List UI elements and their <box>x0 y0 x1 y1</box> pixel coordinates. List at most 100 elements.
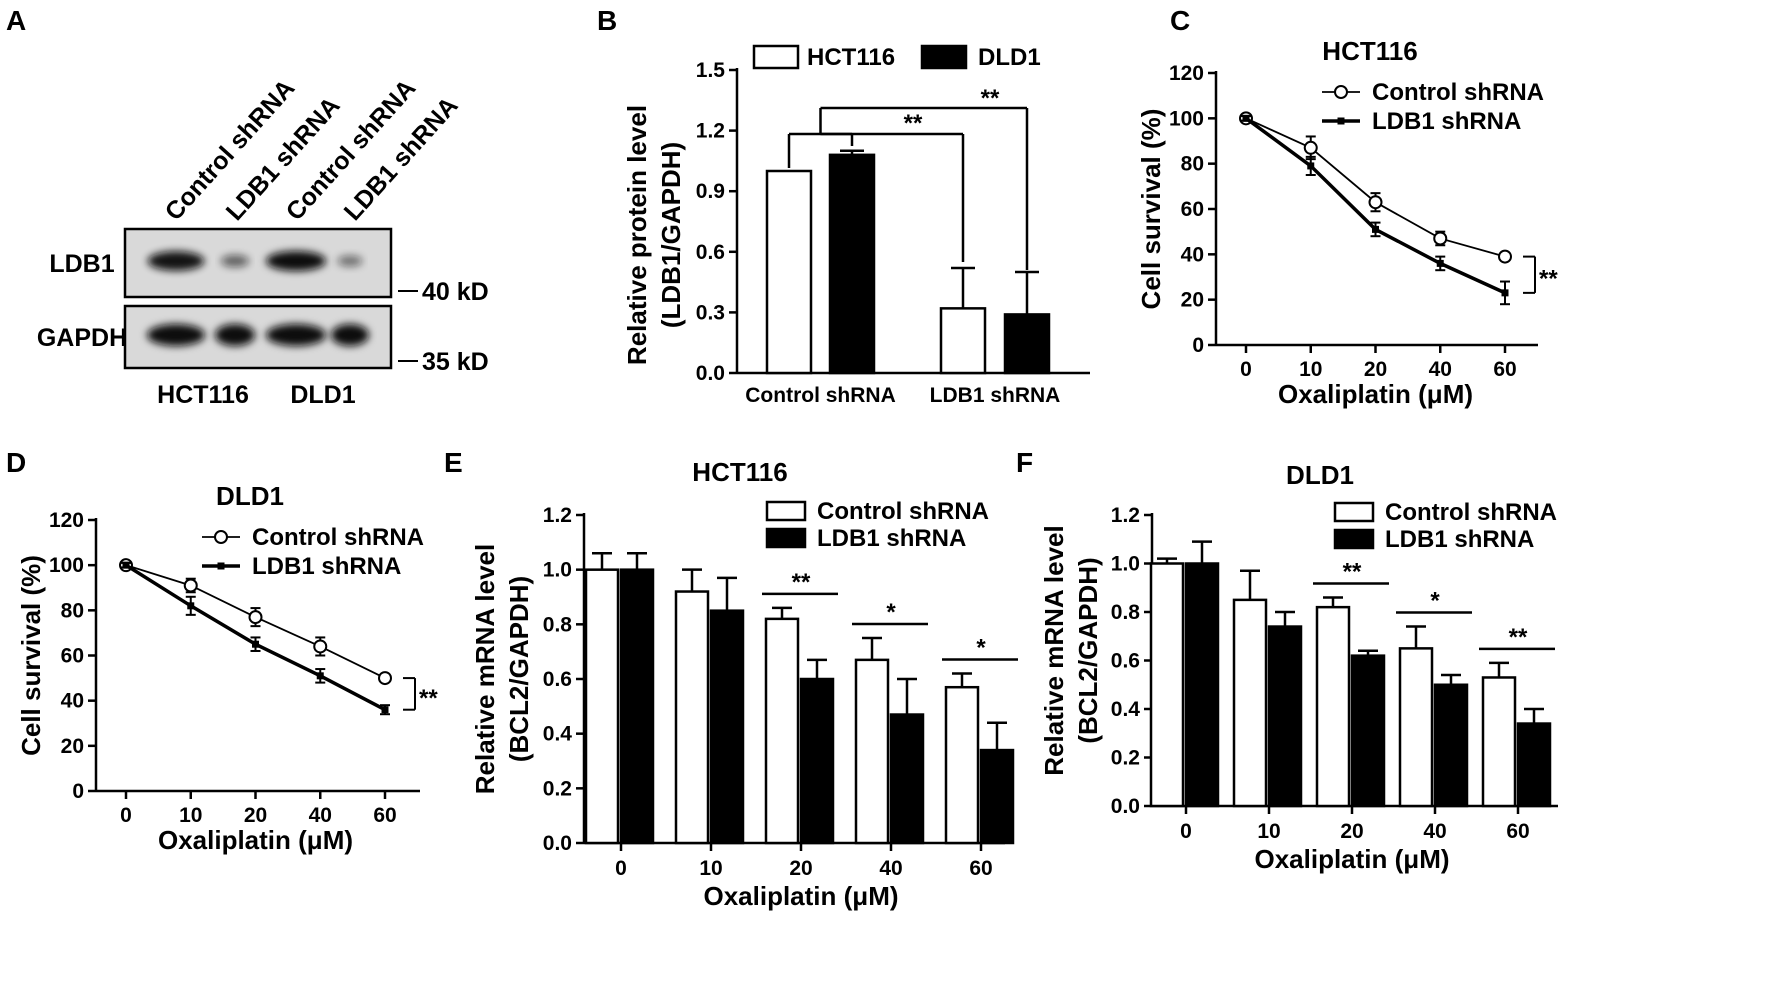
x-tick-label: 20 <box>789 857 812 880</box>
x-tick-label: 20 <box>1340 820 1363 843</box>
x-tick-label: 60 <box>969 857 992 880</box>
data-point <box>1436 259 1444 267</box>
blot-band <box>215 324 255 346</box>
blot-band <box>337 255 363 267</box>
legend-marker <box>1337 117 1345 125</box>
legend-label: Control shRNA <box>252 524 424 551</box>
legend-swatch <box>752 44 800 70</box>
panel-letter-c: C <box>1170 5 1190 36</box>
panel-f-bar-chart: F 0.0 0.2 0.4 0.6 0.8 1.0 1.2 Relative mRNA leve… <box>1016 447 1558 874</box>
data-point <box>1501 289 1509 297</box>
y-axis-title: (BCL2/GAPDH) <box>1073 557 1103 743</box>
panel-letter-e: E <box>444 447 463 478</box>
y-tick-label: 0.4 <box>543 723 573 746</box>
x-tick-label: 0 <box>615 857 627 880</box>
bar <box>1516 722 1552 808</box>
bar <box>674 590 710 845</box>
bar <box>854 658 890 845</box>
x-category-label: LDB1 shRNA <box>930 384 1061 407</box>
legend-label: LDB1 shRNA <box>817 525 966 552</box>
data-point <box>1307 162 1315 170</box>
data-point <box>252 640 259 648</box>
y-tick-label: 0.8 <box>1111 601 1141 624</box>
x-category-label: Control shRNA <box>745 384 896 407</box>
blot-band <box>147 324 205 346</box>
significance-label: ** <box>904 110 923 137</box>
blot-row-label: GAPDH <box>37 324 127 352</box>
bar <box>584 568 620 845</box>
data-point <box>378 671 392 686</box>
y-tick-label: 120 <box>1169 62 1204 85</box>
y-tick-label: 100 <box>1169 107 1204 130</box>
panel-letter-f: F <box>1016 447 1033 478</box>
y-tick-label: 1.0 <box>1111 553 1140 576</box>
bar <box>764 617 800 845</box>
significance-label: * <box>976 635 986 662</box>
y-tick-label: 1.2 <box>696 120 725 143</box>
legend-label: LDB1 shRNA <box>1385 526 1534 553</box>
legend-label: LDB1 shRNA <box>252 553 401 580</box>
bar <box>1350 654 1386 808</box>
group-label: DLD1 <box>290 381 355 409</box>
bar <box>1267 625 1303 808</box>
data-point <box>122 561 130 569</box>
blot-band <box>147 251 205 271</box>
y-tick-label: 1.2 <box>1111 504 1140 527</box>
significance-label: ** <box>1343 558 1362 585</box>
marker-label: 40 kD <box>422 278 489 306</box>
x-tick-label: 0 <box>120 804 132 827</box>
x-tick-label: 40 <box>309 804 332 827</box>
bar <box>1433 683 1469 808</box>
bar <box>979 748 1015 845</box>
panel-letter-b: B <box>597 5 617 36</box>
bar <box>1003 313 1051 375</box>
x-tick-label: 40 <box>879 857 902 880</box>
chart-title: DLD1 <box>1286 460 1354 490</box>
y-tick-label: 40 <box>1181 243 1204 266</box>
y-tick-label: 0.4 <box>1111 698 1141 721</box>
significance-label: ** <box>1539 266 1558 293</box>
x-tick-label: 0 <box>1240 358 1252 381</box>
x-tick-label: 20 <box>1364 358 1387 381</box>
bar <box>799 677 835 845</box>
x-axis-title: Oxaliplatin (μM) <box>1278 379 1473 409</box>
y-tick-label: 80 <box>1181 153 1204 176</box>
bar <box>1184 562 1220 808</box>
bar <box>1315 605 1351 808</box>
y-tick-label: 0.3 <box>696 301 725 324</box>
x-tick-label: 10 <box>179 804 202 827</box>
legend-marker <box>217 562 225 570</box>
bar <box>709 609 745 845</box>
y-tick-label: 40 <box>61 690 84 713</box>
panel-d-line-chart: D 0 20 40 60 80 100 120 0 10 20 40 60 Cell survival (… <box>6 447 438 855</box>
x-axis-title: Oxaliplatin (μM) <box>1254 844 1449 874</box>
y-tick-label: 0.2 <box>543 777 572 800</box>
data-point <box>1433 231 1448 246</box>
y-tick-label: 0 <box>72 780 84 803</box>
data-point <box>316 672 324 680</box>
y-tick-label: 0.9 <box>696 180 725 203</box>
x-tick-label: 10 <box>699 857 722 880</box>
y-tick-label: 60 <box>61 645 84 668</box>
y-tick-label: 0 <box>1192 334 1204 357</box>
panel-letter-a: A <box>6 5 26 36</box>
y-tick-label: 20 <box>1181 289 1204 312</box>
y-tick-label: 1.5 <box>696 59 726 82</box>
x-tick-label: 20 <box>244 804 267 827</box>
legend-swatch <box>765 527 807 549</box>
x-tick-label: 60 <box>1506 820 1529 843</box>
data-point <box>1242 114 1250 122</box>
legend-label: LDB1 shRNA <box>1372 108 1521 135</box>
y-tick-label: 0.0 <box>696 362 725 385</box>
data-point <box>1498 249 1512 264</box>
y-tick-label: 1.0 <box>543 559 572 582</box>
bar <box>1481 676 1517 808</box>
blot-band <box>331 324 369 346</box>
x-tick-label: 10 <box>1299 358 1322 381</box>
blot-band <box>266 251 326 271</box>
x-tick-label: 10 <box>1257 820 1280 843</box>
y-tick-label: 20 <box>61 735 84 758</box>
data-point <box>187 602 195 610</box>
bar <box>619 568 655 845</box>
